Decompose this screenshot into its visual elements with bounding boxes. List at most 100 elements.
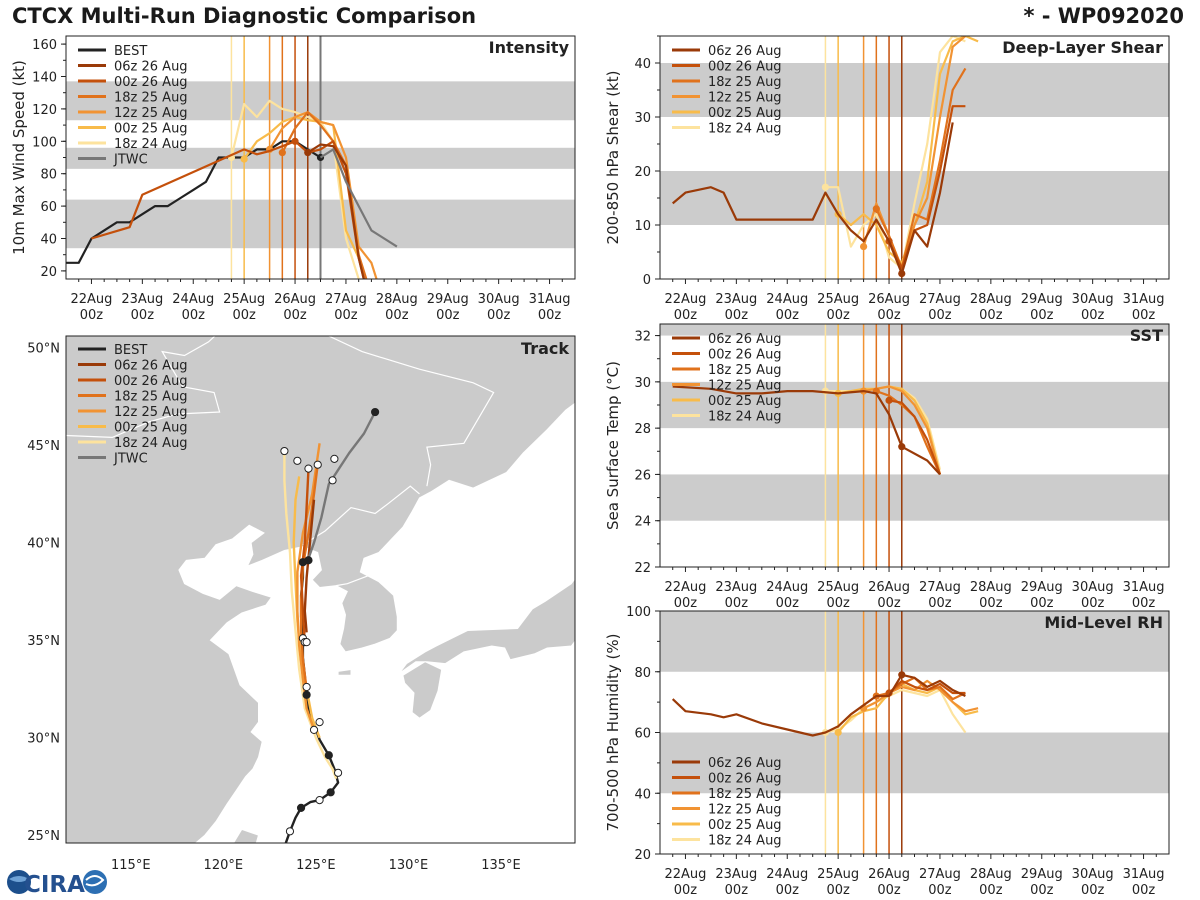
shear-legend-label: 18z 24 Aug: [708, 122, 782, 137]
rh-series-00z-26-aug: [888, 679, 966, 695]
rh-ytick-label: 20: [634, 848, 651, 863]
sst-ytick-label: 22: [634, 561, 651, 576]
track-marker-12z-25-aug: [309, 725, 319, 735]
track-marker-best: [315, 796, 324, 805]
intensity-xtick-date: 28Aug: [376, 292, 418, 307]
shear-ytick-label: 10: [634, 219, 651, 234]
panels: 2040608010012014016022Aug00z23Aug00z24Au…: [10, 35, 1170, 898]
rh-xtick-hour: 00z: [1081, 883, 1105, 898]
rh-xtick-hour: 00z: [877, 883, 901, 898]
storm-id: * - WP092020: [1023, 4, 1184, 28]
track-lat-label: 50°N: [27, 342, 60, 357]
track-marker-jtwc: [328, 476, 337, 485]
track-legend-label: 18z 25 Aug: [114, 390, 188, 405]
sst-series-00z-26-aug: [888, 399, 942, 475]
track-legend-label: 00z 25 Aug: [114, 421, 188, 436]
intensity-xtick-hour: 00z: [283, 308, 307, 323]
sst-legend-label: 00z 25 Aug: [708, 394, 782, 409]
rh-xtick-date: 30Aug: [1072, 867, 1114, 882]
sst-legend-label: 18z 24 Aug: [708, 410, 782, 425]
intensity-ytick-label: 60: [40, 200, 57, 215]
rh-xtick-hour: 00z: [776, 883, 800, 898]
sst-point-06z-26-aug: [898, 443, 906, 451]
intensity-point-06z-26-aug: [304, 149, 312, 157]
track-lon-label: 125°E: [296, 858, 336, 873]
intensity-panel: 2040608010012014016022Aug00z23Aug00z24Au…: [10, 35, 576, 323]
shear-xtick-date: 24Aug: [766, 292, 808, 307]
intensity-xtick-hour: 00z: [487, 308, 511, 323]
intensity-ytick-label: 140: [32, 71, 57, 86]
track-lon-label: 135°E: [481, 858, 521, 873]
sst-xtick-hour: 00z: [776, 596, 800, 611]
track-marker-18z-24-aug: [333, 768, 343, 777]
intensity-ylabel: 10m Max Wind Speed (kt): [10, 60, 28, 255]
track-land-taiwan: [232, 828, 260, 843]
track-marker-best: [304, 556, 313, 565]
rh-xtick-date: 22Aug: [664, 867, 706, 882]
rh-legend-label: 06z 26 Aug: [708, 756, 782, 771]
rh-xtick-hour: 00z: [928, 883, 952, 898]
intensity-xtick-date: 30Aug: [478, 292, 520, 307]
rh-legend-label: 00z 25 Aug: [708, 818, 782, 833]
track-marker-best: [302, 690, 311, 699]
sst-xtick-date: 29Aug: [1021, 580, 1063, 595]
intensity-xtick-hour: 00z: [131, 308, 155, 323]
shear-ytick-label: 0: [643, 273, 651, 288]
rh-xtick-hour: 00z: [979, 883, 1003, 898]
sst-xtick-date: 30Aug: [1072, 580, 1114, 595]
track-land-jeju: [337, 668, 352, 676]
track-marker-jtwc: [371, 407, 380, 417]
rh-plot-area: [660, 611, 1169, 854]
intensity-series-jtwc: [319, 148, 398, 248]
intensity-legend-label: 06z 26 Aug: [114, 60, 188, 75]
shear-xtick-date: 30Aug: [1072, 292, 1114, 307]
rh-ylabel: 700-500 hPa Humidity (%): [604, 633, 622, 831]
track-legend-label: 00z 26 Aug: [114, 374, 188, 389]
sst-ytick-label: 26: [634, 468, 651, 483]
intensity-xtick-hour: 00z: [385, 308, 409, 323]
intensity-legend-label: 18z 25 Aug: [114, 91, 188, 106]
sst-xtick-date: 25Aug: [817, 580, 859, 595]
rh-panel: 2040608010022Aug00z23Aug00z24Aug00z25Aug…: [604, 605, 1170, 898]
shear-plot-area: [660, 36, 1169, 279]
track-lat-label: 25°N: [27, 829, 60, 844]
shear-ytick-label: 40: [634, 57, 651, 72]
sst-band-0: [660, 474, 1169, 521]
track-marker-00z-26-aug: [304, 464, 313, 473]
rh-point-06z-26-aug: [898, 671, 906, 679]
shear-title: Deep-Layer Shear: [1002, 38, 1163, 57]
rh-ytick-label: 60: [634, 727, 651, 742]
shear-band-1: [660, 63, 1169, 117]
shear-ylabel: 200-850 hPa Shear (kt): [604, 71, 622, 245]
shear-point-12z-25-aug: [860, 243, 868, 251]
sst-xtick-hour: 00z: [725, 596, 749, 611]
shear-xtick-date: 26Aug: [868, 292, 910, 307]
track-lat-label: 35°N: [27, 634, 60, 649]
intensity-legend-label: 12z 25 Aug: [114, 106, 188, 121]
track-marker-best: [296, 803, 306, 813]
track-line-06z-26-aug: [303, 499, 316, 633]
shear-legend-label: 12z 25 Aug: [708, 91, 782, 106]
rh-ytick-label: 100: [626, 605, 651, 620]
track-line-jtwc: [307, 411, 377, 559]
figure-title: CTCX Multi-Run Diagnostic Comparison: [12, 4, 477, 28]
shear-series-12z-25-aug: [862, 36, 967, 270]
track-panel: 25°N 30°N 35°N 40°N 45°N 50°N 115°E 120°E 125°E 1…: [27, 335, 576, 873]
intensity-xtick-hour: 00z: [334, 308, 358, 323]
sst-band-2: [660, 324, 1169, 336]
track-land-kyushu: [402, 661, 443, 719]
sst-xtick-hour: 00z: [979, 596, 1003, 611]
track-border-1: [328, 336, 495, 487]
sst-xtick-hour: 00z: [826, 596, 850, 611]
sst-panel: 22242628303222Aug00z23Aug00z24Aug00z25Au…: [604, 323, 1170, 611]
shear-series-06z-26-aug: [671, 122, 954, 275]
sst-xtick-date: 28Aug: [970, 580, 1012, 595]
shear-legend-label: 00z 26 Aug: [708, 60, 782, 75]
intensity-xtick-hour: 00z: [182, 308, 206, 323]
shear-point-06z-26-aug: [898, 270, 906, 278]
rh-xtick-hour: 00z: [826, 883, 850, 898]
shear-xtick-date: 31Aug: [1123, 292, 1165, 307]
track-marker-best: [285, 827, 295, 836]
track-land-japan: [398, 577, 575, 674]
